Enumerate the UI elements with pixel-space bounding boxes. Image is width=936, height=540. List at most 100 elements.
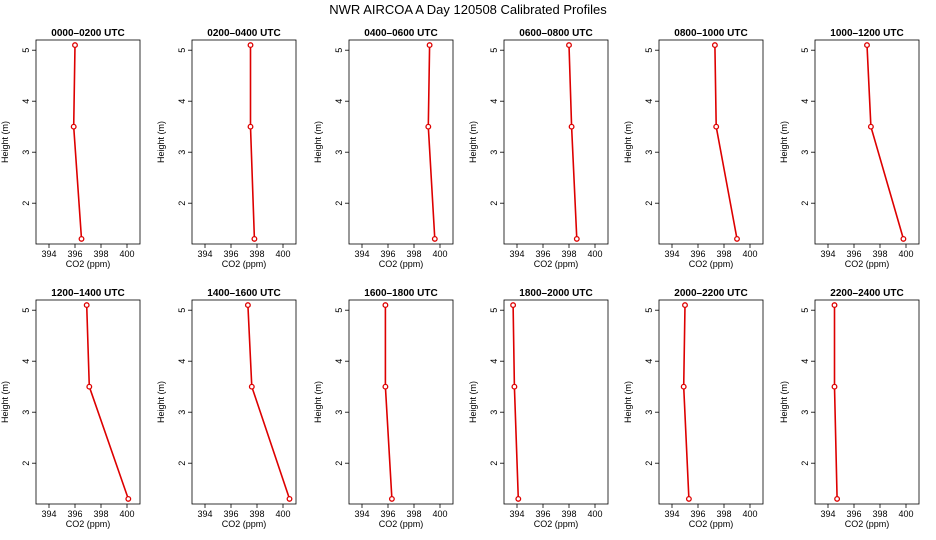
data-point	[125, 495, 132, 502]
data-point	[286, 495, 293, 502]
x-axis-label: CO2 (ppm)	[534, 259, 579, 269]
y-tick-label: 4	[21, 359, 31, 364]
plot-frame	[35, 39, 141, 245]
x-tick-label: 398	[716, 249, 731, 259]
profile-panel: 0400–0600 UTC 394 396 398 400 2 3 4 5 CO2 (ppm) He…	[313, 28, 454, 269]
profile-panel: 0600–0800 UTC 394 396 398 400 2 3 4 5 CO2 (ppm) He…	[468, 28, 609, 269]
plot-frame	[191, 39, 297, 245]
data-point	[573, 235, 580, 242]
profile-panel: 1400–1600 UTC 394 396 398 400 2 3 4 5 CO2 (ppm) He…	[156, 288, 297, 529]
y-tick-label: 2	[489, 201, 499, 206]
data-point	[515, 495, 522, 502]
x-tick-label: 394	[820, 509, 835, 519]
x-tick-label: 400	[587, 249, 602, 259]
panel-title: 0200–0400 UTC	[207, 28, 280, 39]
x-tick-label: 400	[275, 509, 290, 519]
y-axis-label: Height (m)	[468, 381, 478, 423]
figure-title: NWR AIRCOA A Day 120508 Calibrated Profi…	[329, 2, 607, 17]
y-tick-label: 4	[644, 359, 654, 364]
data-point	[900, 235, 907, 242]
y-tick-label: 5	[800, 308, 810, 313]
x-tick-label: 396	[223, 249, 238, 259]
profile-panel: 2200–2400 UTC 394 396 398 400 2 3 4 5 CO2 (ppm) He…	[779, 288, 920, 529]
y-tick-label: 5	[644, 308, 654, 313]
x-tick-label: 394	[41, 249, 56, 259]
x-tick-label: 400	[587, 509, 602, 519]
y-tick-label: 2	[644, 461, 654, 466]
data-point	[431, 235, 438, 242]
x-tick-label: 398	[406, 509, 421, 519]
y-tick-label: 5	[489, 48, 499, 53]
x-axis-label: CO2 (ppm)	[379, 519, 424, 529]
data-point	[244, 302, 251, 309]
x-tick-label: 394	[509, 249, 524, 259]
x-axis-label: CO2 (ppm)	[845, 519, 890, 529]
y-axis-label: Height (m)	[313, 381, 323, 423]
x-tick-label: 394	[354, 249, 369, 259]
y-axis-label: Height (m)	[156, 381, 166, 423]
y-axis-label: Height (m)	[623, 381, 633, 423]
x-axis-label: CO2 (ppm)	[222, 519, 267, 529]
y-tick-label: 5	[177, 48, 187, 53]
data-point	[680, 383, 687, 390]
x-tick-label: 396	[846, 249, 861, 259]
y-tick-label: 4	[644, 99, 654, 104]
plot-frame	[814, 299, 920, 505]
plot-frame	[503, 299, 609, 505]
y-tick-label: 5	[177, 308, 187, 313]
y-tick-label: 2	[800, 461, 810, 466]
x-axis-label: CO2 (ppm)	[845, 259, 890, 269]
data-point	[86, 383, 93, 390]
data-point	[511, 383, 518, 390]
data-point	[426, 42, 433, 49]
x-tick-label: 398	[93, 509, 108, 519]
plot-frame	[191, 299, 297, 505]
x-tick-label: 400	[742, 249, 757, 259]
y-tick-label: 3	[177, 150, 187, 155]
y-axis-label: Height (m)	[0, 121, 10, 163]
profile-panel: 1800–2000 UTC 394 396 398 400 2 3 4 5 CO2 (ppm) He…	[468, 288, 609, 529]
x-tick-label: 396	[535, 509, 550, 519]
y-tick-label: 3	[489, 410, 499, 415]
x-tick-label: 396	[690, 249, 705, 259]
data-point	[568, 123, 575, 130]
panel-title: 0600–0800 UTC	[519, 28, 592, 39]
y-tick-label: 4	[489, 359, 499, 364]
x-tick-label: 398	[716, 509, 731, 519]
x-tick-label: 394	[197, 249, 212, 259]
data-point	[867, 123, 874, 130]
data-point	[734, 235, 740, 242]
panel-title: 2200–2400 UTC	[830, 288, 903, 299]
x-tick-label: 398	[561, 509, 576, 519]
x-tick-label: 400	[898, 249, 913, 259]
y-tick-label: 3	[800, 150, 810, 155]
data-point	[382, 302, 389, 309]
x-tick-label: 400	[275, 249, 290, 259]
profile-panel: 1600–1800 UTC 394 396 398 400 2 3 4 5 CO2 (ppm) He…	[313, 288, 454, 529]
y-tick-label: 4	[334, 99, 344, 104]
data-point	[70, 123, 77, 130]
y-tick-label: 3	[489, 150, 499, 155]
y-axis-label: Height (m)	[779, 381, 789, 423]
plot-frame	[658, 299, 764, 505]
x-tick-label: 396	[67, 509, 82, 519]
y-axis-label: Height (m)	[468, 121, 478, 163]
data-point	[713, 123, 720, 130]
profile-panel: 1000–1200 UTC 394 396 398 400 2 3 4 5 CO2 (ppm) He…	[779, 28, 920, 269]
x-tick-label: 398	[93, 249, 108, 259]
y-axis-label: Height (m)	[779, 121, 789, 163]
x-tick-label: 396	[380, 249, 395, 259]
data-point	[682, 302, 688, 309]
data-point	[831, 383, 838, 390]
x-axis-label: CO2 (ppm)	[222, 259, 267, 269]
profile-panel: 0000–0200 UTC 394 396 398 400 2 3 4 5 CO2 (ppm) He…	[0, 28, 141, 269]
y-axis-label: Height (m)	[623, 121, 633, 163]
x-tick-label: 396	[223, 509, 238, 519]
y-axis-label: Height (m)	[156, 121, 166, 163]
y-tick-label: 3	[334, 410, 344, 415]
y-tick-label: 2	[21, 461, 31, 466]
profile-panel: 0200–0400 UTC 394 396 398 400 2 3 4 5 CO2 (ppm) He…	[156, 28, 297, 269]
x-axis-label: CO2 (ppm)	[534, 519, 579, 529]
profile-panel: 2000–2200 UTC 394 396 398 400 2 3 4 5 CO2 (ppm) He…	[623, 288, 764, 529]
